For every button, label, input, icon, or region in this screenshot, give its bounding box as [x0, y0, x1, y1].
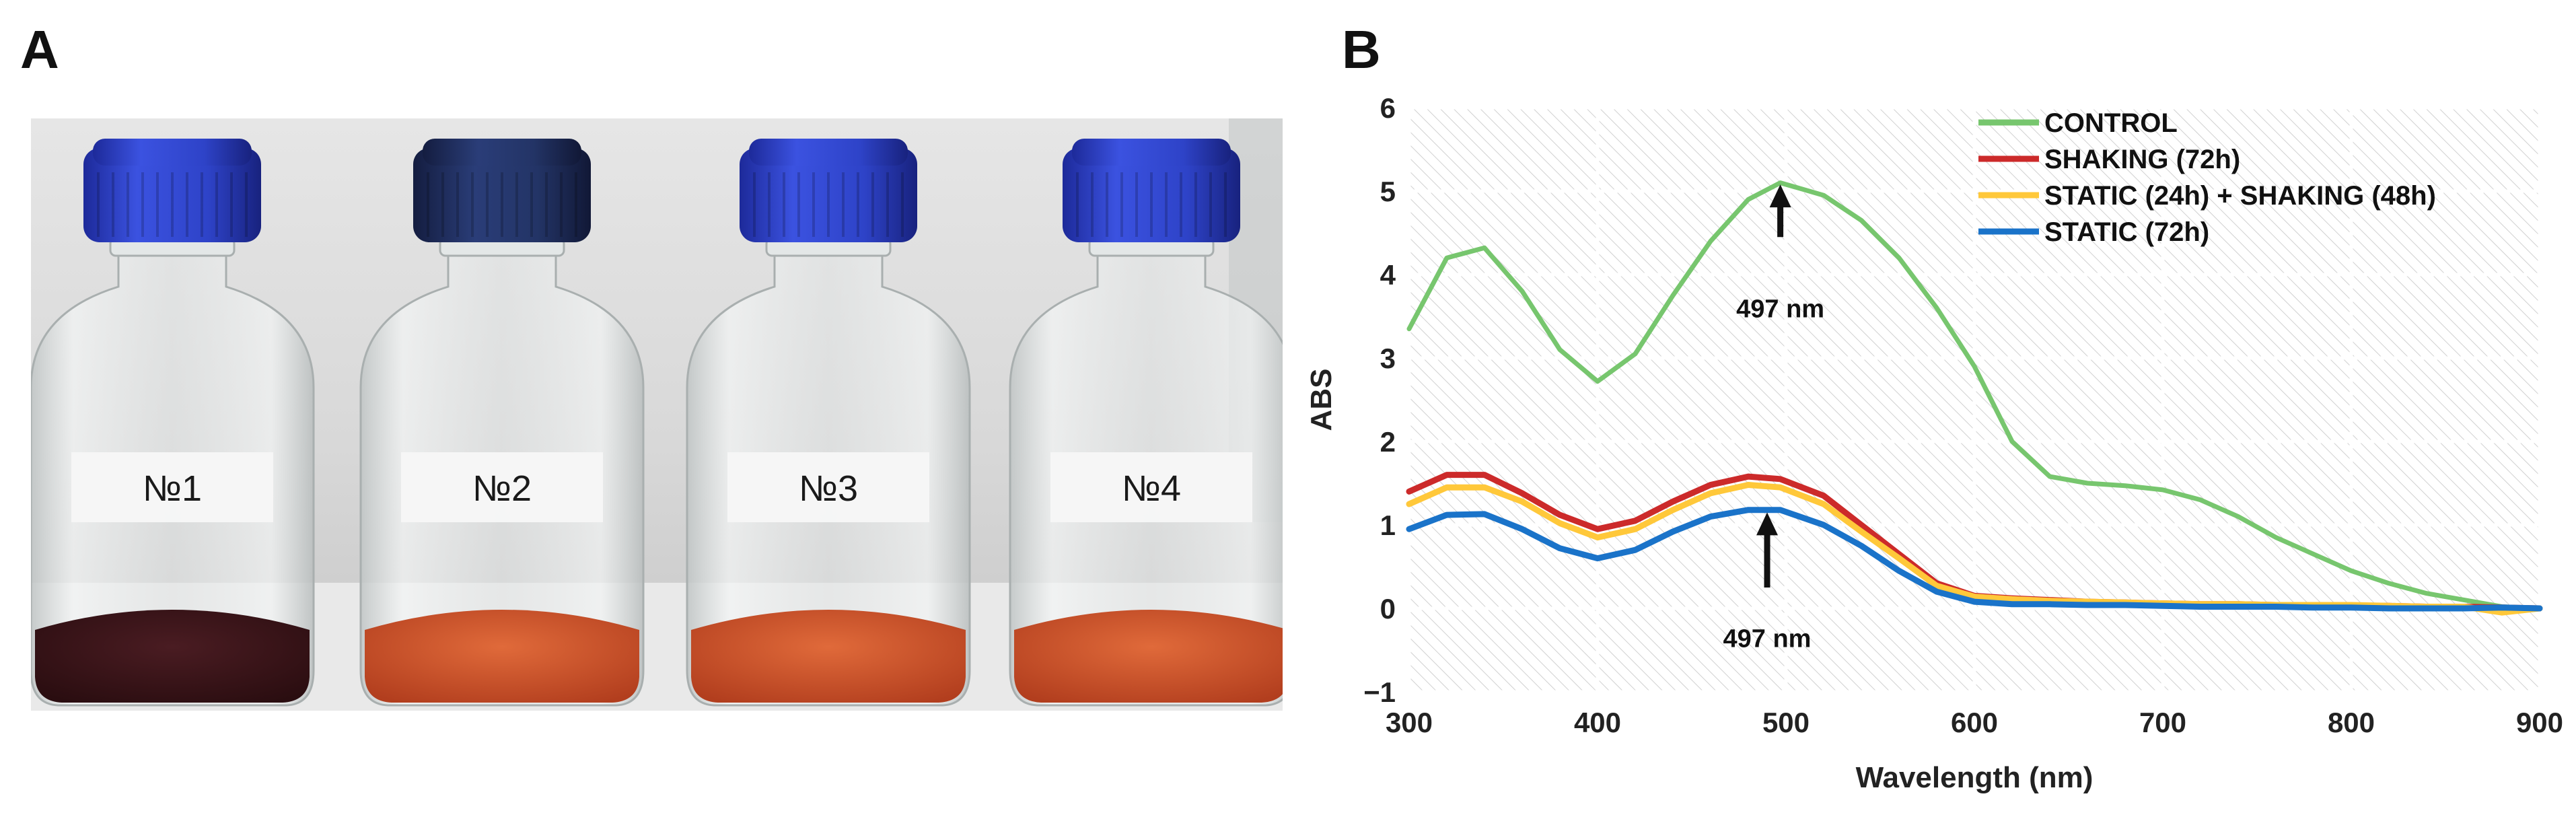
y-axis-label: ABS [1305, 369, 1338, 431]
x-tick-label: 500 [1762, 707, 1810, 738]
bottle-cap-top [1072, 139, 1231, 166]
bottle-2: №2 [359, 139, 645, 707]
x-tick-label: 900 [2516, 707, 2563, 738]
bottle-3: №3 [686, 139, 971, 707]
bottle-label-text: №1 [143, 468, 202, 509]
bottle-cap [83, 148, 261, 242]
legend-entry: STATIC (72h) [2044, 217, 2209, 247]
annotation-arrow-head [1769, 184, 1791, 208]
annotation-label-2: 497 nm [1723, 625, 1812, 653]
bottle-liquid [1014, 610, 1283, 703]
x-tick-label: 300 [1386, 707, 1433, 738]
bottle-4: №4 [1009, 139, 1283, 707]
bottles-photo: №1 №2 №3 №4 [31, 118, 1283, 711]
bottle-liquid [691, 610, 966, 703]
bottle-1: №1 [31, 139, 315, 707]
bottle-label-text: №3 [799, 468, 858, 509]
bottle-label-card [1050, 452, 1252, 522]
x-tick-label: 600 [1951, 707, 1998, 738]
y-tick-label: 4 [1380, 259, 1396, 291]
y-tick-label: 5 [1380, 176, 1396, 207]
y-tick-label: −1 [1363, 676, 1396, 708]
y-tick-label: 1 [1380, 509, 1396, 541]
bottle-label-text: №4 [1122, 468, 1181, 509]
bottle-cap-top [93, 139, 252, 166]
y-tick-label: 3 [1380, 343, 1396, 374]
annotation-arrow-head [1756, 512, 1778, 536]
bottle-cap-top [749, 139, 908, 166]
absorbance-chart: 300 400 500 600 700 800 900 −1 0 1 2 3 4 5 6 497 nm 497… [1279, 81, 2571, 808]
bottle-label-card [401, 452, 603, 522]
series-line-static-72h [1406, 507, 2543, 612]
annotation-label-1: 497 nm [1736, 295, 1824, 324]
series-line-control [1406, 180, 2542, 611]
legend-entry: CONTROL [2044, 108, 2178, 138]
bottle-label-card [71, 452, 273, 522]
x-tick-label: 800 [2328, 707, 2375, 738]
bottle-liquid [365, 610, 639, 703]
legend-entry: STATIC (24h) + SHAKING (48h) [2044, 181, 2436, 211]
y-tick-label: 0 [1380, 593, 1396, 625]
legend-entry: SHAKING (72h) [2044, 145, 2240, 174]
bottle-cap [740, 148, 917, 242]
bottle-cap [1063, 148, 1240, 242]
bottle-label-card [727, 452, 929, 522]
panel-b-label: B [1342, 20, 1381, 79]
panel-a-label: A [20, 20, 59, 79]
y-tick-label: 6 [1380, 92, 1396, 124]
x-tick-label: 700 [2139, 707, 2186, 738]
x-axis-label: Wavelength (nm) [1856, 761, 2094, 794]
bottle-cap-top [423, 139, 581, 166]
bottle-cap [413, 148, 591, 242]
x-tick-label: 400 [1574, 707, 1621, 738]
y-tick-label: 2 [1380, 426, 1396, 458]
bottle-liquid [35, 610, 310, 703]
bottle-label-text: №2 [472, 468, 532, 509]
